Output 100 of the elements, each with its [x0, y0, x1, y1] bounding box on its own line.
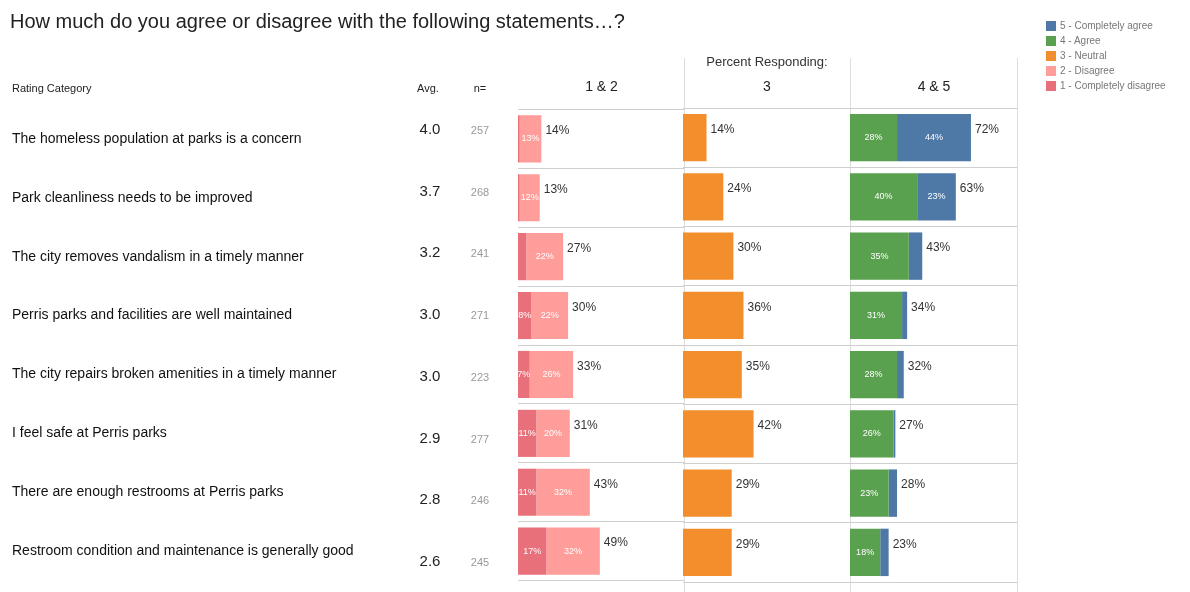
total-label: 49%	[603, 535, 629, 550]
data-label: 11%	[518, 486, 536, 497]
bar	[850, 232, 909, 280]
data-label: 29%	[735, 536, 761, 551]
legend-label: 4 - Agree	[1060, 35, 1101, 46]
y-tick-label: The homeless population at parks is a concern	[12, 129, 302, 146]
bar	[519, 174, 540, 222]
text: 3.7	[418, 181, 442, 199]
data-label: 8%	[518, 310, 532, 321]
y-tick-label: Park cleanliness needs to be improved	[12, 188, 253, 205]
data-label: 26%	[542, 368, 561, 379]
bar	[529, 350, 574, 399]
bar	[518, 233, 527, 281]
bar	[683, 113, 707, 162]
data-label: 20%	[544, 427, 563, 438]
data-label: 13%	[521, 133, 540, 144]
text: 223	[469, 370, 491, 383]
total-label: 32%	[907, 358, 933, 373]
text: 277	[469, 432, 491, 445]
text: n=	[472, 82, 488, 94]
legend-label: 2 - Disagree	[1060, 65, 1115, 76]
text: 257	[469, 123, 491, 136]
bar	[683, 350, 742, 399]
text: 3	[762, 78, 772, 94]
text: Percent Responding:	[705, 54, 829, 69]
text: 246	[469, 494, 491, 507]
data-label: 23%	[860, 487, 879, 498]
bar	[897, 350, 904, 399]
bar	[518, 468, 537, 516]
legend-label: 1 - Completely disagree	[1060, 80, 1166, 91]
bar	[850, 291, 903, 340]
data-label: 35%	[870, 250, 889, 261]
total-label: 31%	[573, 417, 599, 432]
bar	[850, 173, 918, 221]
text: 271	[469, 309, 491, 322]
total-label: 14%	[545, 123, 570, 138]
total-label: 33%	[577, 358, 602, 373]
bar	[850, 469, 889, 517]
data-label: 30%	[737, 240, 762, 255]
total-label: 34%	[911, 299, 936, 314]
bar	[531, 291, 569, 340]
y-tick-label: There are enough restrooms at Perris parks	[12, 483, 284, 500]
bar	[917, 173, 956, 221]
legend-label: 3 - Neutral	[1060, 50, 1107, 61]
data-label: 12%	[520, 192, 539, 203]
bar	[880, 528, 889, 577]
text: 268	[469, 185, 491, 198]
data-label: 28%	[864, 369, 883, 380]
legend-label: 5 - Completely agree	[1060, 20, 1153, 31]
text: 241	[469, 247, 491, 260]
total-label: 27%	[899, 418, 924, 433]
bar	[683, 528, 732, 577]
text: 2.9	[418, 428, 442, 446]
data-label: 22%	[540, 310, 559, 321]
text: 3.0	[418, 366, 442, 384]
bar	[850, 113, 898, 162]
y-tick-label: I feel safe at Perris parks	[12, 424, 167, 441]
total-label: 13%	[543, 182, 569, 197]
y-tick-label: Restroom condition and maintenance is generally good	[12, 542, 354, 559]
bar	[518, 527, 547, 575]
total-label: 30%	[572, 299, 597, 314]
bar	[902, 291, 908, 340]
bar	[897, 113, 971, 162]
bar	[536, 468, 590, 516]
y-tick-label: The city repairs broken amenities in a timely manner	[12, 365, 337, 382]
bar	[850, 410, 894, 458]
text: 3.2	[418, 243, 442, 261]
data-label: 31%	[867, 309, 886, 320]
total-label: 43%	[593, 476, 619, 491]
data-label: 29%	[735, 477, 761, 492]
text: Avg.	[416, 82, 440, 94]
bar	[850, 528, 881, 577]
data-label: 32%	[564, 545, 583, 556]
total-label: 23%	[892, 536, 917, 551]
bar	[526, 233, 564, 281]
y-tick-label: The city removes vandalism in a timely manner	[12, 247, 305, 264]
data-label: 17%	[523, 545, 542, 556]
bar	[518, 350, 530, 399]
y-tick-label: Perris parks and facilities are well maintained	[12, 306, 293, 323]
data-label: 23%	[927, 191, 946, 202]
bar	[683, 410, 754, 458]
data-label: 14%	[710, 121, 735, 136]
data-label: 44%	[924, 132, 944, 143]
text: 2.6	[418, 552, 442, 570]
data-label: 24%	[727, 181, 752, 196]
data-label: 18%	[856, 546, 875, 557]
data-label: 26%	[862, 428, 881, 439]
text: 4.0	[418, 119, 442, 137]
text: How much do you agree or disagree with the following statements…?	[10, 10, 625, 33]
bar	[888, 469, 898, 517]
text: 3.0	[418, 305, 442, 323]
data-label: 35%	[745, 358, 771, 373]
bar	[546, 527, 600, 575]
bar	[683, 469, 732, 517]
bar	[683, 232, 734, 280]
total-label: 43%	[926, 240, 951, 255]
total-label: 63%	[959, 181, 985, 196]
total-label: 28%	[901, 477, 926, 492]
text: 1 & 2	[584, 78, 619, 94]
bar	[518, 409, 537, 457]
